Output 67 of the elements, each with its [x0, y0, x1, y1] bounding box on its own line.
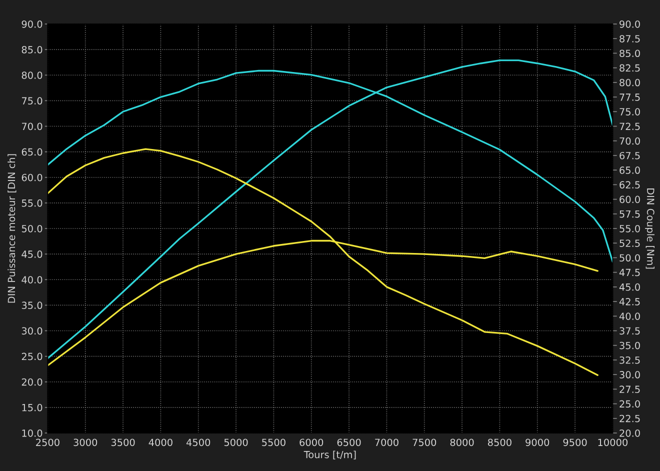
y2-tick-label: 50.0 — [620, 254, 640, 262]
y2-tick-label: 47.5 — [619, 268, 640, 276]
y2-tick-label: 80.0 — [620, 78, 640, 86]
y2-tick-label: 27.5 — [620, 386, 640, 394]
y2-tick-label: 87.5 — [620, 35, 640, 42]
y2-tick-label: 72.5 — [620, 122, 640, 130]
y2-tick-label: 62.5 — [620, 181, 640, 189]
x-tick-label: 4000 — [148, 438, 172, 446]
y2-tick-label: 45.0 — [619, 283, 640, 291]
y2-tick-label: 75.0 — [620, 108, 640, 116]
y-tick-label: 40.0 — [22, 276, 42, 284]
y-tick-label: 20.0 — [22, 378, 42, 386]
x-tick-label: 9500 — [563, 438, 587, 446]
y2-tick-label: 22.5 — [620, 414, 640, 422]
x-axis-title: Tours [t/m] — [304, 450, 356, 460]
y-tick-label: 90.0 — [22, 20, 42, 28]
x-tick-label: 8000 — [450, 438, 474, 446]
y2-tick-label: 40.0 — [619, 312, 640, 320]
y-tick-label: 15.0 — [22, 404, 42, 412]
y-tick-label: 45.0 — [22, 250, 42, 258]
x-tick-label: 5000 — [224, 438, 248, 446]
y2-tick-label: 90.0 — [620, 20, 640, 28]
y2-tick-label: 57.5 — [620, 210, 640, 218]
y2-tick-label: 55.0 — [620, 224, 640, 232]
line-series — [48, 59, 613, 360]
x-tick-label: 2500 — [36, 438, 60, 446]
y-axis-title: DIN Puissance moteur [DIN ch] — [8, 154, 16, 303]
y-tick-label: 30.0 — [22, 327, 42, 335]
y-tick-label: 70.0 — [22, 122, 42, 130]
y-tick-label: 50.0 — [22, 224, 42, 232]
y-tick-label: 60.0 — [22, 174, 42, 182]
y2-tick-label: 42.5 — [619, 298, 640, 306]
y-tick-label: 65.0 — [22, 148, 42, 156]
y2-tick-label: 60.0 — [620, 196, 640, 204]
y-tick-label: 75.0 — [22, 97, 42, 105]
x-tick-label: 8500 — [488, 438, 512, 446]
y-tick-label: 35.0 — [22, 302, 42, 310]
y2-tick-label: 85.0 — [620, 50, 640, 58]
y-tick-label: 85.0 — [22, 46, 42, 54]
y-tick-label: 10.0 — [22, 429, 42, 437]
x-tick-label: 9000 — [526, 438, 550, 446]
y2-tick-label: 35.0 — [620, 342, 640, 350]
x-tick-label: 10000 — [598, 438, 628, 446]
x-tick-label: 7500 — [412, 438, 436, 446]
x-tick-label: 6500 — [337, 438, 361, 446]
y2-tick-label: 20.0 — [620, 429, 640, 437]
y2-tick-label: 25.0 — [620, 400, 640, 408]
y-tick-label: 80.0 — [22, 72, 42, 79]
x-tick-label: 4500 — [186, 438, 210, 446]
y2-tick-label: 70.0 — [620, 137, 640, 145]
y-tick-label: 25.0 — [22, 352, 42, 360]
line-series — [48, 148, 598, 376]
y2-axis-title: DIN Couple [Nm] — [645, 188, 654, 269]
y2-tick-label: 32.5 — [620, 356, 640, 364]
y2-tick-label: 65.0 — [620, 166, 640, 174]
y2-tick-label: 77.5 — [620, 94, 640, 101]
y2-tick-label: 37.5 — [620, 327, 640, 335]
y2-tick-label: 52.5 — [620, 240, 640, 247]
y2-tick-label: 82.5 — [620, 64, 640, 72]
y-tick-label: 55.0 — [22, 199, 42, 207]
x-tick-label: 3000 — [74, 438, 98, 446]
x-tick-label: 5500 — [262, 438, 286, 446]
x-tick-label: 6000 — [300, 438, 324, 446]
x-tick-label: 3500 — [111, 438, 135, 446]
y2-tick-label: 30.0 — [620, 371, 640, 378]
y2-tick-label: 67.5 — [620, 152, 640, 160]
x-tick-label: 7000 — [375, 438, 398, 446]
